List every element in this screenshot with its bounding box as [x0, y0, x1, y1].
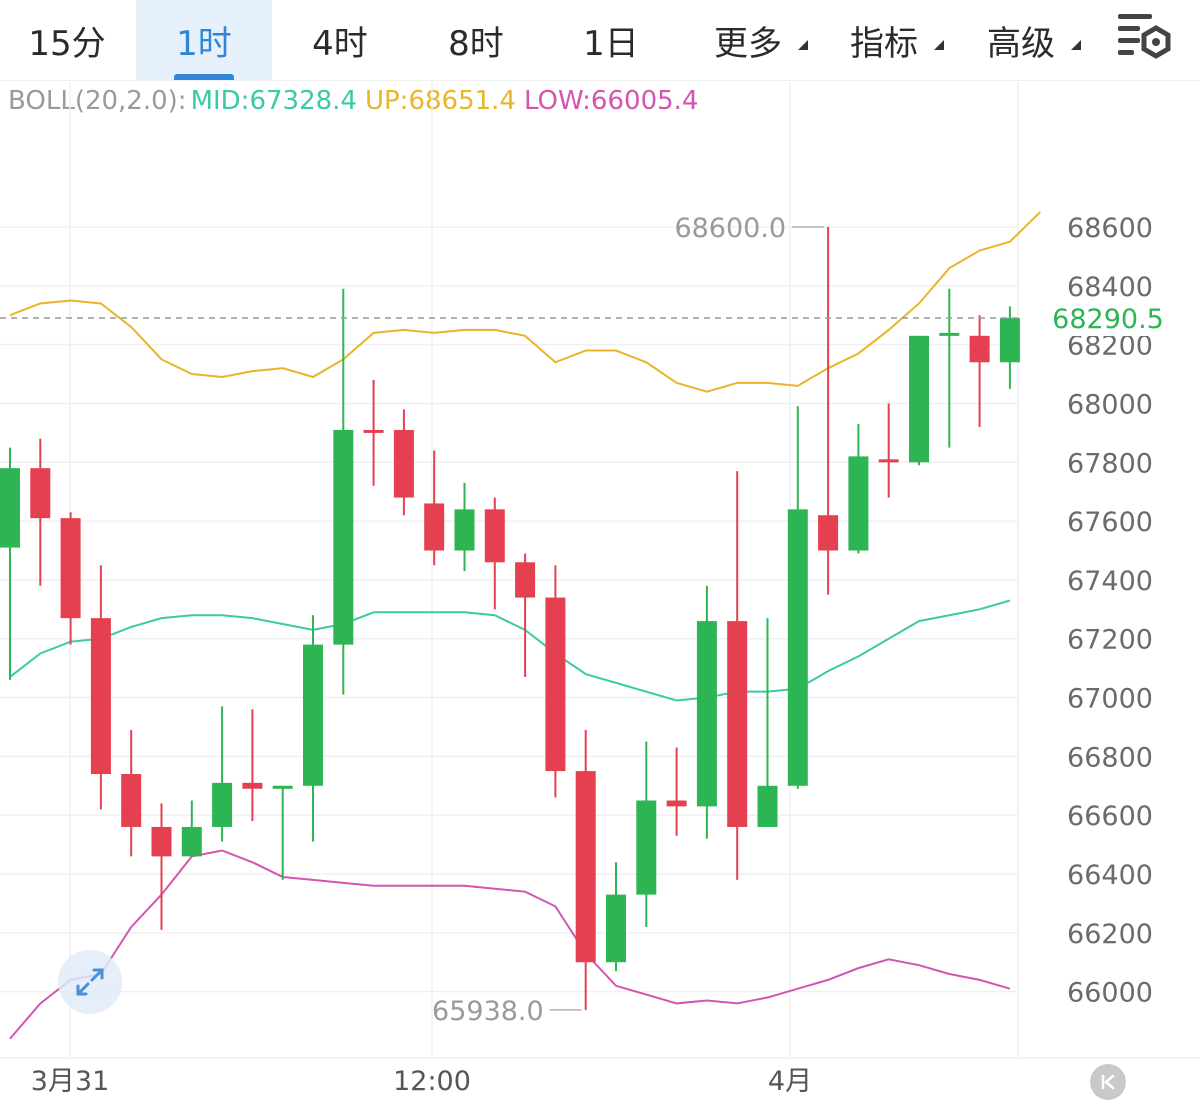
candle-body: [939, 332, 960, 336]
y-tick-label: 67400: [1067, 566, 1153, 597]
y-tick-label: 67600: [1067, 507, 1153, 538]
chart-settings-icon: [1118, 14, 1171, 59]
x-tick-label: 4月: [768, 1066, 812, 1097]
boll-mid-line: [9, 599, 1011, 702]
scroll-to-latest-button[interactable]: [1090, 1064, 1126, 1100]
y-tick-label: 66400: [1067, 860, 1153, 891]
candle-body: [848, 456, 869, 551]
candle-body: [212, 782, 233, 827]
x-tick-label: 12:00: [393, 1066, 471, 1097]
candle-body: [515, 562, 536, 598]
candle-body: [636, 800, 657, 895]
tab-label: 更多: [714, 23, 782, 64]
candle-body: [606, 894, 626, 963]
candle-body: [575, 771, 596, 963]
tab-1[interactable]: 1时: [136, 0, 272, 80]
current-price-label: 68290.5: [1052, 304, 1164, 335]
candle-body: [151, 826, 172, 857]
candle-body: [272, 785, 293, 789]
boll-legend-name: BOLL(20,2.0):: [8, 86, 187, 116]
tab-5[interactable]: 更多: [680, 0, 816, 80]
candle-body: [121, 774, 142, 827]
min-annotation-label: 65938.0: [432, 996, 544, 1027]
candle-body: [454, 509, 475, 551]
y-tick-label: 67000: [1067, 684, 1153, 715]
boll-legend-up: UP:68651.4: [364, 86, 516, 116]
candle-body: [787, 509, 808, 786]
candle-body: [393, 429, 414, 498]
skip-to-end-icon: [1101, 1074, 1115, 1090]
candle-body: [999, 318, 1020, 363]
tab-label: 1日: [583, 23, 639, 64]
candle-body: [303, 644, 323, 786]
boll-low-line: [9, 849, 1011, 1040]
tab-label: 8时: [448, 23, 504, 64]
x-tick-label: 3月31: [31, 1066, 110, 1097]
y-tick-label: 66800: [1067, 742, 1153, 773]
candle-body: [90, 618, 111, 775]
tab-6[interactable]: 指标: [816, 0, 952, 80]
candle-body: [424, 503, 445, 551]
candle-body: [484, 509, 505, 563]
tab-2[interactable]: 4时: [272, 0, 408, 80]
y-tick-label: 66200: [1067, 919, 1153, 950]
tab-3[interactable]: 8时: [408, 0, 544, 80]
timeframe-tabs: 15分 1时 4时 8时 1日 更多 指标 高级: [0, 0, 1200, 81]
active-tab-indicator: [174, 74, 234, 80]
candlestick-chart[interactable]: 66000 66200 66400 66600 66800 67000 67200 67400…: [0, 80, 1200, 1105]
y-tick-label: 68600: [1067, 213, 1153, 244]
dropdown-caret-icon: [934, 40, 944, 50]
candle-body: [727, 621, 748, 827]
candle-body: [666, 800, 687, 807]
candle-body: [878, 459, 899, 463]
boll-legend-mid: MID:67328.4: [190, 86, 357, 116]
expand-chart-button[interactable]: [58, 950, 122, 1014]
y-tick-label: 67200: [1067, 625, 1153, 656]
candle-body: [969, 335, 990, 363]
y-tick-label: 66000: [1067, 978, 1153, 1009]
candle-body: [818, 515, 839, 551]
candle-body: [696, 621, 717, 807]
candle-body: [30, 468, 51, 519]
tab-label: 4时: [312, 23, 368, 64]
tab-label: 1时: [176, 23, 232, 64]
tab-0[interactable]: 15分: [0, 0, 135, 80]
candle-body: [60, 518, 81, 619]
tab-4[interactable]: 1日: [543, 0, 679, 80]
boll-legend: BOLL(20,2.0): MID:67328.4 UP:68651.4 LOW:66…: [8, 86, 706, 116]
dropdown-caret-icon: [798, 40, 808, 50]
boll-legend-low: LOW:66005.4: [523, 86, 699, 116]
tab-label: 指标: [850, 23, 918, 64]
candle-body: [0, 468, 20, 548]
tab-7[interactable]: 高级: [953, 0, 1089, 80]
candle-body: [363, 429, 384, 433]
candle-body: [757, 785, 778, 827]
tab-label: 15分: [28, 23, 106, 64]
candle-body: [909, 335, 929, 463]
y-tick-label: 68400: [1067, 272, 1153, 303]
chart-settings-button[interactable]: [1112, 8, 1176, 72]
dropdown-caret-icon: [1071, 40, 1081, 50]
y-tick-label: 67800: [1067, 448, 1153, 479]
candle-body: [545, 597, 566, 772]
candle-body: [242, 782, 263, 789]
current-price-tag-bg: [1022, 300, 1198, 337]
max-annotation-label: 68600.0: [674, 213, 786, 244]
expand-icon: [76, 968, 104, 996]
boll-up-line: [9, 211, 1041, 393]
y-tick-label: 68000: [1067, 389, 1153, 420]
candle-body: [333, 429, 354, 645]
y-tick-label: 66600: [1067, 801, 1153, 832]
tab-label: 高级: [987, 23, 1055, 64]
candle-body: [181, 826, 202, 857]
